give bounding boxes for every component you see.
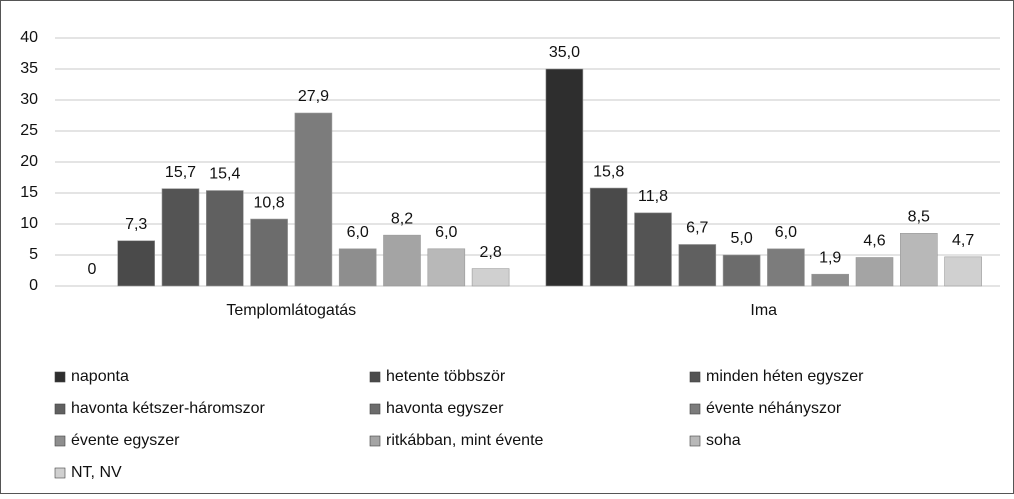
legend-label: évente néhányszor [706,400,842,417]
legend-swatch [54,435,66,447]
data-label: 15,8 [593,163,624,180]
data-label: 6,0 [347,224,369,241]
legend-label: NT, NV [71,464,122,481]
bar [250,218,288,287]
y-tick-label: 0 [29,277,38,294]
bar [811,273,850,287]
y-tick-label: 15 [20,184,38,201]
data-label: 11,8 [638,188,668,205]
data-label: 6,0 [435,224,457,241]
bar [117,240,155,287]
data-label: 6,0 [775,224,797,241]
data-label: 5,0 [730,230,752,247]
legend-label: naponta [71,368,129,385]
data-label: 15,4 [209,166,240,183]
bar [722,254,761,287]
legend-label: soha [706,432,741,449]
bar [634,212,672,287]
legend-label: havonta egyszer [386,400,504,417]
data-label: 2,8 [479,244,501,261]
data-label: 1,9 [819,249,841,266]
data-label: 7,3 [125,216,147,233]
legend-swatch [54,371,66,383]
bar [767,248,805,287]
legend-swatch [369,435,381,447]
legend-swatch [54,403,66,415]
legend-swatch [369,371,381,383]
legend-swatch [689,371,701,383]
data-label: 8,5 [908,209,930,226]
bar [338,248,377,287]
y-tick-label: 20 [20,153,38,170]
bar [471,268,510,287]
legend-swatch [689,403,701,415]
legend-swatch [369,403,381,415]
bar [427,248,466,287]
y-tick-label: 30 [20,91,38,108]
bar [545,68,584,287]
data-label: 35,0 [549,44,580,61]
x-tick-label: Templomlátogatás [226,302,356,319]
y-tick-label: 5 [29,246,38,263]
y-tick-label: 35 [20,60,38,77]
legend-label: havonta kétszer-háromszor [71,400,266,417]
y-tick-label: 10 [20,215,38,232]
y-tick-label: 40 [20,29,38,46]
data-label: 4,7 [952,232,974,249]
bar [294,112,333,287]
data-label: 4,6 [863,233,885,250]
bar [206,190,244,287]
legend-label: évente egyszer [71,432,180,449]
bar [899,233,938,287]
bar [383,234,421,287]
legend-label: ritkábban, mint évente [386,432,544,449]
legend-label: hetente többször [386,368,506,385]
data-label: 15,7 [165,164,196,181]
data-label: 0 [87,261,96,278]
y-tick-label: 25 [20,122,38,139]
data-label: 27,9 [298,88,329,105]
legend-swatch [689,435,701,447]
legend-swatch [54,467,66,479]
data-label: 8,2 [391,210,413,227]
bar [855,257,894,287]
bar [944,256,982,287]
legend-label: minden héten egyszer [706,368,864,385]
bar [161,188,200,287]
bar [678,244,717,287]
data-label: 10,8 [254,194,285,211]
x-tick-label: Ima [750,302,777,319]
bar [589,187,628,287]
data-label: 6,7 [686,220,708,237]
